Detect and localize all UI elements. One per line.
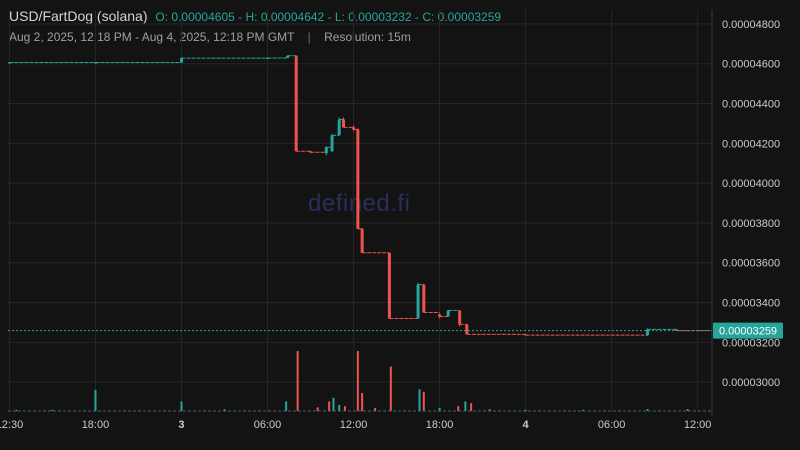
time-tick-label: 3 — [178, 419, 184, 431]
price-tick-label: 0.00003000 — [722, 377, 780, 389]
volume-bar — [422, 391, 425, 411]
time-tick-label: 12:00 — [684, 419, 712, 431]
candle-body — [330, 135, 334, 152]
volume-bar — [94, 390, 97, 411]
divider: | — [307, 30, 311, 44]
price-tick-label: 0.00003200 — [722, 337, 780, 349]
price-tick-label: 0.00004600 — [722, 59, 780, 71]
candle-body — [387, 252, 391, 319]
ohlc-separator: - — [238, 10, 243, 24]
candle-body — [356, 129, 360, 229]
date-range: Aug 2, 2025, 12:18 PM - Aug 4, 2025, 12:… — [9, 30, 295, 44]
candle-body — [422, 284, 426, 313]
candle-body — [324, 147, 328, 154]
high-value: H: 0.00004642 — [245, 10, 325, 24]
volume-bar — [488, 409, 491, 411]
price-tick-label: 0.00003800 — [722, 218, 780, 230]
volume-bar — [374, 408, 377, 411]
candle-body — [352, 127, 356, 130]
time-tick-label: 12:30 — [0, 419, 23, 431]
volume-bar — [316, 407, 319, 411]
ohlc-readout: O: 0.00004605 - H: 0.00004642 - L: 0.000… — [155, 10, 501, 24]
volume-bar — [223, 409, 226, 411]
candle-body — [286, 55, 290, 58]
volume-bar — [332, 397, 335, 411]
close-value: C: 0.00003259 — [422, 10, 502, 24]
price-tick-label: 0.00003400 — [722, 298, 780, 310]
price-tick-label: 0.00004800 — [722, 19, 780, 31]
volume-bar — [296, 351, 299, 411]
candle-body — [294, 55, 298, 152]
open-value: O: 0.00004605 — [155, 10, 235, 24]
time-tick-label: 06:00 — [254, 419, 282, 431]
pair-title[interactable]: USD/FartDog (solana) — [9, 8, 148, 24]
candle-body — [465, 324, 469, 335]
volume-bar — [457, 406, 460, 411]
volume-bar — [389, 366, 392, 411]
price-tick-label: 0.00004200 — [722, 138, 780, 150]
volume-bar — [581, 409, 584, 411]
volume-bar — [524, 409, 527, 411]
volume-bar — [470, 403, 473, 411]
price-tick-label: 0.00004400 — [722, 99, 780, 111]
price-tick-label: 0.00003600 — [722, 258, 780, 270]
sub-header: Aug 2, 2025, 12:18 PM - Aug 4, 2025, 12:… — [9, 30, 501, 44]
candle-body — [337, 119, 341, 136]
candle-body — [674, 329, 678, 331]
candle-body — [342, 119, 346, 128]
last-price-badge — [713, 322, 783, 339]
volume-bar — [51, 409, 54, 411]
volume-bar — [328, 401, 331, 411]
time-tick-label: 06:00 — [598, 419, 626, 431]
volume-bar — [15, 409, 18, 411]
price-tick-label: 0.00004000 — [722, 178, 780, 190]
ohlc-separator: - — [415, 10, 419, 24]
candle-body — [360, 228, 364, 253]
last-price-label: 0.00003259 — [719, 326, 777, 338]
volume-bar — [464, 401, 467, 411]
volume-bar — [418, 389, 421, 411]
title-row: USD/FartDog (solana) O: 0.00004605 - H: … — [9, 8, 501, 24]
candle-body — [438, 314, 442, 317]
volume-bar — [438, 408, 441, 411]
chart-header: USD/FartDog (solana) O: 0.00004605 - H: … — [9, 8, 501, 44]
volume-bar — [646, 409, 649, 411]
volume-bar — [356, 351, 359, 411]
volume-bar — [343, 406, 346, 411]
volume-bar — [361, 393, 364, 411]
time-tick-label: 4 — [523, 419, 530, 431]
low-value: L: 0.00003232 — [334, 10, 412, 24]
ohlc-separator: - — [327, 10, 332, 24]
volume-bar — [285, 401, 288, 411]
candle-body — [179, 58, 183, 63]
time-tick-label: 18:00 — [82, 419, 110, 431]
time-tick-label: 12:00 — [340, 419, 368, 431]
time-tick-label: 18:00 — [426, 419, 454, 431]
volume-bar — [686, 409, 689, 411]
candle-body — [446, 310, 450, 317]
candle-body — [645, 329, 649, 336]
volume-bar — [338, 405, 341, 411]
resolution-label[interactable]: Resolution: 15m — [324, 30, 411, 44]
candle-body — [416, 284, 420, 319]
volume-bar — [180, 401, 183, 411]
candle-body — [458, 310, 462, 325]
